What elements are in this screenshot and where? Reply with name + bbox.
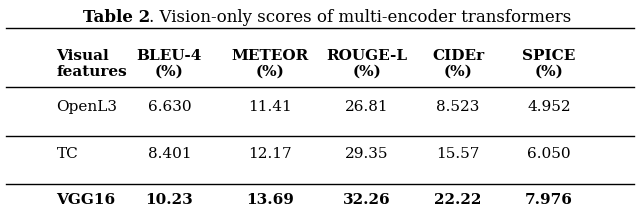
Text: VGG16: VGG16 [56,194,116,208]
Text: 6.630: 6.630 [148,100,191,114]
Text: ROUGE-L
(%): ROUGE-L (%) [326,49,408,79]
Text: OpenL3: OpenL3 [56,100,118,114]
Text: 8.401: 8.401 [148,147,191,161]
Text: 6.050: 6.050 [527,147,571,161]
Text: Table 2. Vision-only scores of multi-encoder transformers: Table 2. Vision-only scores of multi-enc… [6,40,490,57]
Text: 4.952: 4.952 [527,100,571,114]
Text: 15.57: 15.57 [436,147,479,161]
Text: BLEU-4
(%): BLEU-4 (%) [137,49,202,79]
Text: Visual
features: Visual features [56,49,127,79]
Text: 13.69: 13.69 [246,194,294,208]
Text: 12.17: 12.17 [248,147,292,161]
Text: 7.976: 7.976 [525,194,573,208]
Text: 8.523: 8.523 [436,100,479,114]
Text: TC: TC [56,147,78,161]
Text: 11.41: 11.41 [248,100,292,114]
Text: 10.23: 10.23 [145,194,193,208]
Text: . Vision-only scores of multi-encoder transformers: . Vision-only scores of multi-encoder tr… [149,8,572,25]
Text: SPICE
(%): SPICE (%) [522,49,575,79]
Text: 26.81: 26.81 [345,100,389,114]
Text: 32.26: 32.26 [343,194,391,208]
Text: 22.22: 22.22 [435,194,482,208]
Text: Table 2: Table 2 [83,8,150,25]
Text: 29.35: 29.35 [346,147,388,161]
Text: METEOR
(%): METEOR (%) [231,49,308,79]
Text: CIDEr
(%): CIDEr (%) [432,49,484,79]
Text: Table 2: Table 2 [6,8,74,25]
